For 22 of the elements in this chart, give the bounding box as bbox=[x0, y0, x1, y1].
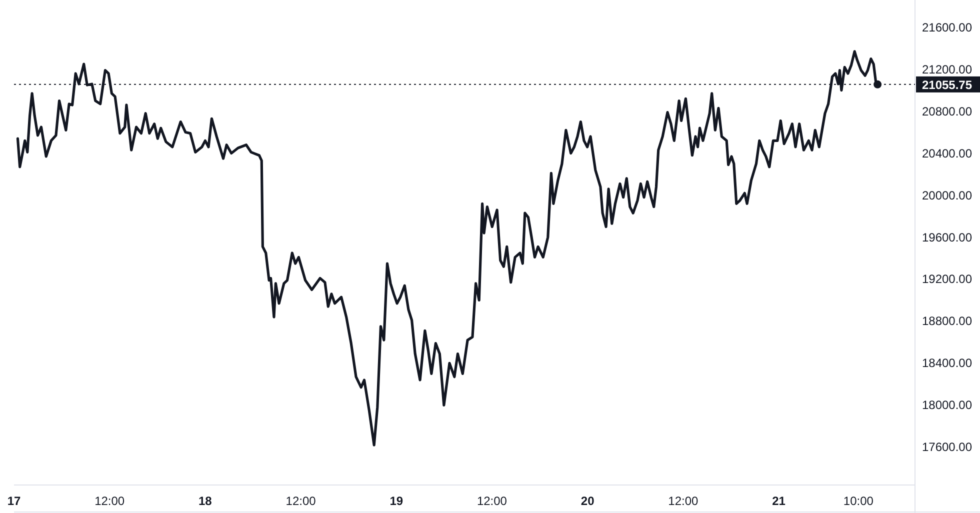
y-tick-label: 21200.00 bbox=[922, 62, 972, 76]
x-tick-label: 12:00 bbox=[94, 494, 125, 508]
x-tick-label: 19 bbox=[390, 494, 404, 508]
x-tick-label: 18 bbox=[198, 494, 212, 508]
x-tick-label: 17 bbox=[7, 494, 21, 508]
ref-line-label: 21055.75 bbox=[922, 78, 972, 92]
x-tick-label: 12:00 bbox=[476, 494, 508, 508]
y-tick-label: 17600.00 bbox=[922, 440, 972, 454]
x-tick-label: 21 bbox=[772, 494, 786, 508]
y-tick-label: 20400.00 bbox=[922, 146, 972, 160]
y-tick-label: 20800.00 bbox=[922, 104, 972, 118]
y-tick-label: 18800.00 bbox=[922, 314, 972, 328]
x-tick-label: 10:00 bbox=[843, 494, 874, 508]
x-tick-label: 12:00 bbox=[668, 494, 699, 508]
x-tick-label: 12:00 bbox=[286, 494, 316, 508]
y-tick-label: 18400.00 bbox=[922, 356, 972, 370]
y-tick-label: 18000.00 bbox=[922, 398, 972, 412]
x-tick-label: 20 bbox=[580, 494, 595, 508]
y-tick-label: 21600.00 bbox=[922, 20, 972, 34]
y-tick-label: 19200.00 bbox=[922, 272, 972, 286]
y-tick-label: 20000.00 bbox=[922, 188, 972, 202]
y-tick-label: 19600.00 bbox=[922, 230, 972, 244]
